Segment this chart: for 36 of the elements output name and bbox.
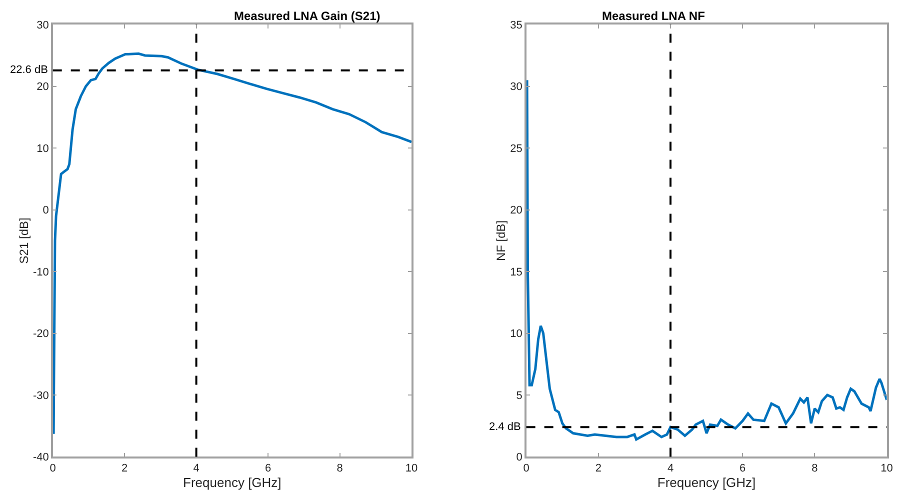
- y-tick-label: 25: [510, 142, 522, 155]
- y-tick-label: -30: [32, 390, 49, 402]
- chart-title: Measured LNA Gain (S21): [234, 9, 380, 23]
- x-tick-label: 4: [667, 462, 674, 475]
- y-tick-label: -40: [32, 452, 49, 464]
- y-tick-label: 10: [510, 328, 522, 340]
- x-tick-label: 6: [264, 462, 272, 475]
- y-tick-label: 15: [510, 266, 522, 278]
- y-tick-label: -20: [32, 328, 49, 340]
- y-tick-label: 5: [516, 390, 522, 402]
- x-tick-label: 4: [193, 462, 200, 475]
- ref-line-label: 22.6 dB: [10, 64, 48, 76]
- x-tick-label: 2: [595, 462, 602, 475]
- x-tick-label: 10: [880, 462, 893, 475]
- y-tick-label: 20: [36, 81, 49, 94]
- y-tick-label: -10: [32, 266, 49, 278]
- x-tick-label: 6: [740, 462, 746, 475]
- y-axis-title: NF [dB]: [494, 220, 508, 262]
- ref-line-label: 2.4 dB: [489, 421, 521, 433]
- x-tick-label: 2: [122, 462, 128, 475]
- y-tick-label: 30: [510, 81, 522, 94]
- x-axis-title: Frequency [GHz]: [657, 474, 756, 490]
- line-series: [526, 78, 887, 441]
- chart-title: Measured LNA NF: [602, 9, 705, 23]
- y-tick-label: 35: [510, 19, 522, 32]
- y-tick-label: 10: [36, 142, 49, 155]
- y-tick-label: 0: [516, 452, 522, 464]
- x-tick-label: 10: [405, 462, 418, 475]
- x-axis-title: Frequency [GHz]: [183, 474, 282, 490]
- y-tick-label: 20: [510, 204, 522, 217]
- x-tick-label: 8: [336, 462, 343, 475]
- y-tick-label: 30: [36, 19, 49, 32]
- y-axis-title: S21 [dB]: [16, 218, 31, 264]
- y-tick-label: 0: [42, 204, 49, 217]
- x-tick-label: 8: [812, 462, 818, 475]
- line-series: [52, 52, 412, 436]
